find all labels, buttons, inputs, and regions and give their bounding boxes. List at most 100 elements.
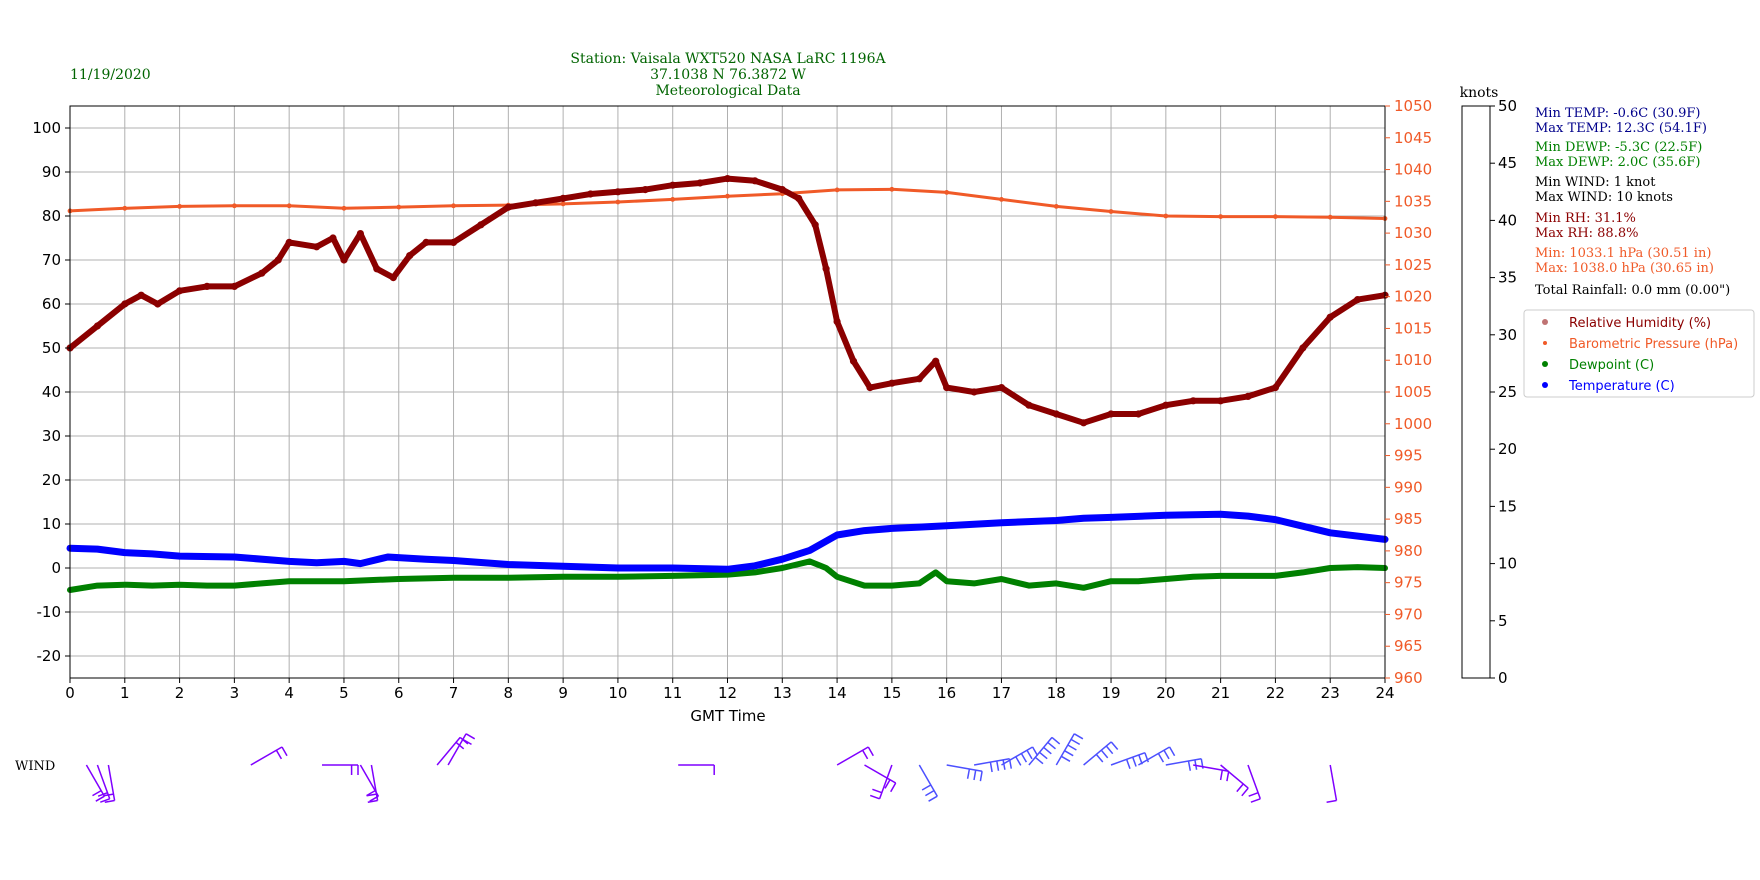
point-relative-humidity xyxy=(176,287,184,295)
point-relative-humidity xyxy=(329,234,337,242)
point-barometric-pressure-hpa xyxy=(177,203,183,209)
wind-barb xyxy=(864,764,897,793)
point-relative-humidity xyxy=(312,243,321,251)
point-relative-humidity xyxy=(614,188,622,196)
y-right-tick-label: 975 xyxy=(1394,574,1423,592)
legend-box xyxy=(1523,309,1755,398)
point-barometric-pressure-hpa xyxy=(1327,214,1333,220)
point-relative-humidity xyxy=(1052,410,1060,418)
point-relative-humidity xyxy=(997,383,1006,392)
colorbar-tick-label: 15 xyxy=(1498,497,1517,515)
point-relative-humidity xyxy=(751,177,759,185)
point-relative-humidity xyxy=(137,291,145,299)
y-right-tick-label: 980 xyxy=(1394,542,1423,560)
point-dewpoint-c xyxy=(779,565,785,571)
point-dewpoint-c xyxy=(560,574,566,580)
stat-min-rh: Min RH: 31.1% xyxy=(1535,211,1636,226)
y-left-tick-label: 60 xyxy=(42,295,61,313)
point-relative-humidity xyxy=(932,357,940,365)
wind-barb xyxy=(447,733,476,766)
point-relative-humidity xyxy=(866,383,874,392)
x-tick-label: 19 xyxy=(1101,684,1120,702)
station-subtitle: Meteorological Data xyxy=(655,83,800,99)
wind-barb xyxy=(436,736,469,766)
colorbar-tick-label: 20 xyxy=(1498,440,1517,458)
x-tick-label: 1 xyxy=(120,684,130,702)
point-barometric-pressure-hpa xyxy=(1108,209,1114,214)
y-left-tick-label: 0 xyxy=(51,559,61,577)
x-tick-label: 8 xyxy=(504,684,514,702)
station-title: Station: Vaisala WXT520 NASA LaRC 1196A xyxy=(570,51,886,67)
point-dewpoint-c xyxy=(1355,564,1360,570)
point-dewpoint-c xyxy=(231,583,237,588)
wind-label: WIND xyxy=(15,759,55,774)
point-relative-humidity xyxy=(833,317,841,326)
point-dewpoint-c xyxy=(1081,585,1086,591)
y-left-tick-label: -10 xyxy=(37,603,62,621)
x-tick-label: 17 xyxy=(992,684,1011,702)
point-temperature-c xyxy=(615,565,621,571)
point-relative-humidity xyxy=(230,282,238,290)
x-tick-label: 14 xyxy=(828,684,847,702)
point-temperature-c xyxy=(834,532,840,538)
point-temperature-c xyxy=(385,554,391,560)
point-relative-humidity xyxy=(373,265,381,273)
y-right-tick-label: 970 xyxy=(1394,605,1423,623)
legend: Relative Humidity (%) Barometric Pressure… xyxy=(1523,309,1755,398)
point-barometric-pressure-hpa xyxy=(1163,213,1169,219)
point-temperature-c xyxy=(1163,512,1169,518)
point-barometric-pressure-hpa xyxy=(341,205,347,211)
y-left-tick-label: -20 xyxy=(37,647,62,665)
legend-marker xyxy=(1542,319,1548,325)
y-left-tick-label: 10 xyxy=(42,515,61,533)
point-temperature-c xyxy=(725,566,730,572)
point-barometric-pressure-hpa xyxy=(122,205,128,211)
point-dewpoint-c xyxy=(1218,573,1223,579)
point-relative-humidity xyxy=(356,230,364,238)
point-relative-humidity xyxy=(1134,410,1143,418)
x-tick-label: 9 xyxy=(558,684,568,702)
wind-barbs xyxy=(85,733,1338,803)
point-temperature-c xyxy=(231,554,237,560)
point-dewpoint-c xyxy=(615,574,621,580)
colorbar-title: knots xyxy=(1460,85,1499,101)
point-dewpoint-c xyxy=(1053,581,1059,586)
point-relative-humidity xyxy=(532,199,540,207)
colorbar-tick-label: 40 xyxy=(1498,211,1517,229)
point-barometric-pressure-hpa xyxy=(1273,214,1278,220)
point-relative-humidity xyxy=(970,388,978,396)
point-relative-humidity xyxy=(586,190,595,198)
point-relative-humidity xyxy=(1162,401,1170,409)
point-dewpoint-c xyxy=(259,581,265,586)
series-relative-humidity xyxy=(67,175,1388,426)
wind-barb xyxy=(1220,764,1249,797)
point-barometric-pressure-hpa xyxy=(999,196,1004,202)
x-tick-label: 15 xyxy=(882,684,901,702)
point-dewpoint-c xyxy=(1327,565,1333,571)
wind-barb xyxy=(946,764,983,782)
y-left-tick-label: 90 xyxy=(42,163,61,181)
wind-barb xyxy=(1055,733,1084,766)
x-tick-label: 13 xyxy=(773,684,792,702)
point-temperature-c xyxy=(1081,515,1086,521)
legend-marker xyxy=(1542,361,1548,367)
point-temperature-c xyxy=(1327,530,1333,536)
point-dewpoint-c xyxy=(933,570,939,575)
point-temperature-c xyxy=(1273,517,1278,522)
y-right-tick-label: 960 xyxy=(1394,669,1423,687)
point-barometric-pressure-hpa xyxy=(944,189,950,195)
point-barometric-pressure-hpa xyxy=(1218,214,1223,220)
point-temperature-c xyxy=(149,551,155,557)
point-barometric-pressure-hpa xyxy=(834,187,840,193)
point-temperature-c xyxy=(779,556,785,562)
point-relative-humidity xyxy=(559,194,567,202)
colorbar-tick-label: 35 xyxy=(1498,269,1517,287)
x-tick-label: 22 xyxy=(1266,684,1285,702)
point-dewpoint-c xyxy=(149,583,155,588)
point-dewpoint-c xyxy=(1026,583,1032,588)
y-left-tick-label: 100 xyxy=(32,119,61,137)
colorbar-tick-label: 45 xyxy=(1498,154,1517,172)
point-relative-humidity xyxy=(340,256,348,264)
series-dewpoint-c xyxy=(67,558,1388,593)
point-dewpoint-c xyxy=(916,581,922,586)
